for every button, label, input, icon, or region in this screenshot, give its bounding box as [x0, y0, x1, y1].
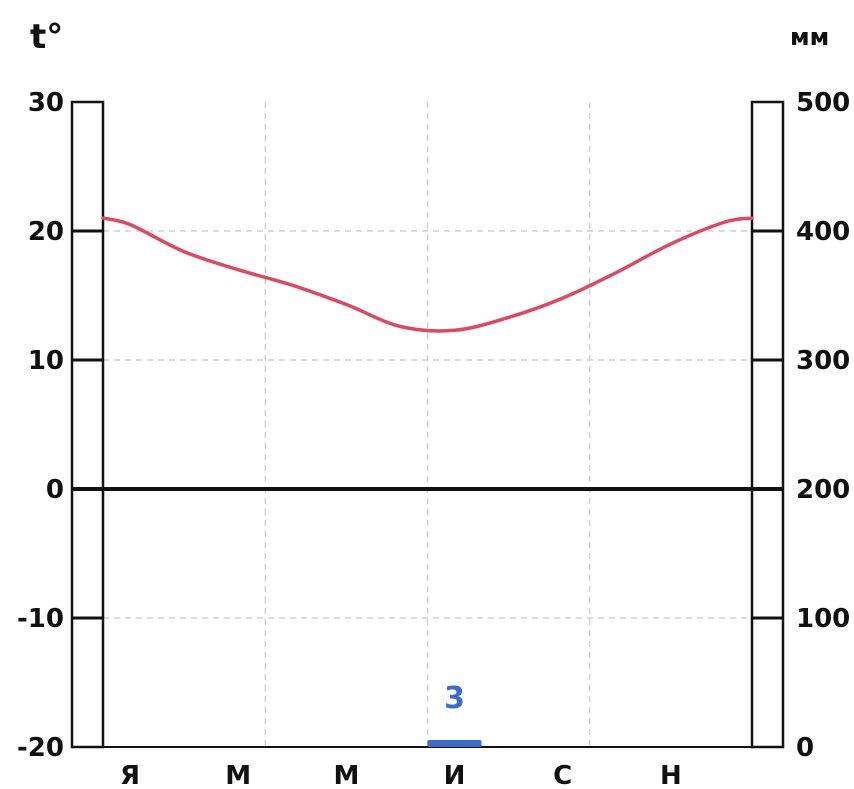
grid-lines [103, 102, 752, 748]
month-label: Я [120, 761, 140, 789]
precipitation-layer: 3 [427, 681, 482, 747]
left-tick-label: 10 [28, 346, 64, 376]
right-tick-label: 300 [796, 346, 850, 376]
left-tick-label: -10 [17, 604, 64, 634]
left-tick-label: 30 [28, 88, 64, 118]
precipitation-bar [427, 740, 482, 747]
right-axis-tick-labels: 500 400 300 200 100 0 [796, 88, 850, 763]
right-tick-label: 200 [796, 475, 850, 505]
right-tick-label: 0 [796, 733, 814, 763]
right-tick-label: 100 [796, 604, 850, 634]
month-label: Н [660, 761, 682, 789]
right-axis-unit-label: мм [790, 23, 829, 51]
right-tick-label: 500 [796, 88, 850, 118]
left-tick-label: 20 [28, 217, 64, 247]
right-tick-label: 400 [796, 217, 850, 247]
temperature-line [101, 216, 754, 333]
month-label: И [444, 761, 466, 789]
left-tick-label: 0 [46, 475, 64, 505]
left-scale-bar [70, 100, 105, 749]
left-tick-label: -20 [17, 733, 64, 763]
precipitation-value-label: 3 [444, 681, 465, 716]
left-axis-unit-label: t° [30, 17, 63, 57]
month-label: С [553, 761, 572, 789]
month-label: М [333, 761, 359, 789]
left-axis-tick-labels: 30 20 10 0 -10 -20 [17, 88, 64, 763]
right-scale-bar [750, 100, 785, 749]
month-label: М [225, 761, 251, 789]
